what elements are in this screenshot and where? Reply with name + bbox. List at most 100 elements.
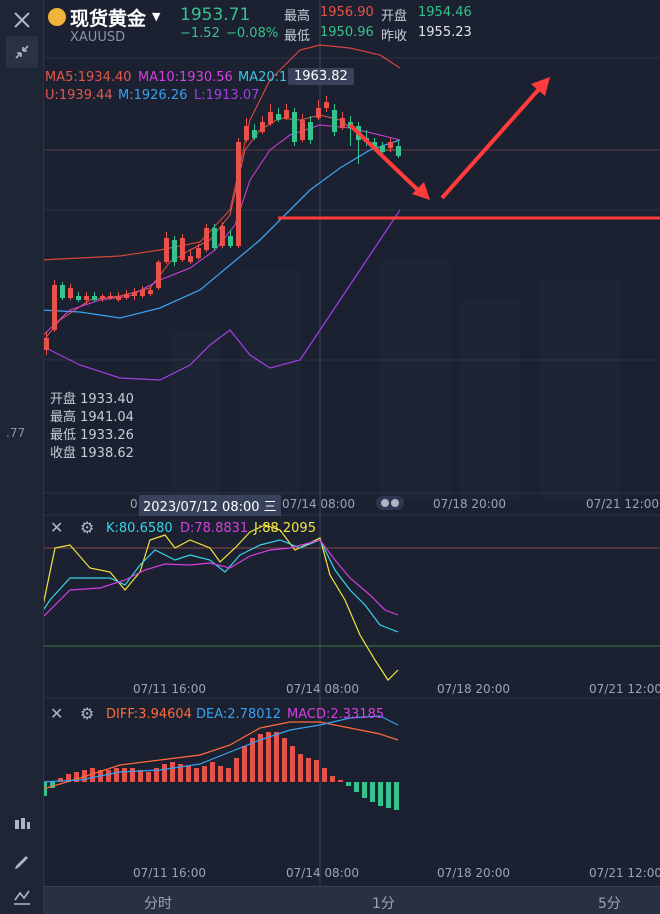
candle [172, 240, 177, 262]
macd-bar [74, 772, 79, 782]
time-cursor-label: 2023/07/12 08:00 三 [139, 495, 281, 516]
price-change: −1.52 [180, 26, 220, 41]
pencil-icon[interactable] [6, 844, 38, 876]
close-icon[interactable] [6, 4, 38, 36]
prev-close-label: 昨收 [381, 29, 408, 44]
candle [60, 285, 65, 298]
candle [372, 142, 377, 148]
time-tick: 0 [130, 497, 138, 511]
candle [100, 296, 105, 298]
macd-bar [274, 732, 279, 782]
candle [292, 112, 297, 142]
macd-bar [242, 746, 247, 782]
low-value: 1950.96 [320, 25, 374, 40]
candle [380, 146, 385, 152]
candle [340, 118, 345, 128]
candle [220, 226, 225, 246]
macd-bar [194, 768, 199, 782]
price-change-pct: −0.08% [226, 26, 279, 41]
macd-bar [106, 770, 111, 782]
candle [164, 238, 169, 262]
macd-bar [58, 778, 63, 782]
high-label: 最高 [284, 9, 311, 24]
macd-bar [314, 760, 319, 782]
left-toolbar [0, 0, 44, 914]
macd-bar [226, 768, 231, 782]
close-icon[interactable]: ✕ [50, 704, 64, 723]
macd-bar [234, 758, 239, 782]
candle [268, 112, 273, 124]
candle [300, 120, 305, 140]
candle [276, 114, 281, 120]
macd-bar [218, 766, 223, 782]
macd-bar [394, 782, 399, 810]
tab-1min[interactable]: 1分 [372, 896, 395, 912]
candle [332, 110, 337, 132]
scroll-handle[interactable] [376, 496, 404, 510]
time-tick: 07/14 08:00 [286, 682, 359, 696]
line-chart-icon[interactable] [6, 880, 38, 912]
candle [204, 228, 209, 250]
macd-bar [330, 776, 335, 782]
close-icon[interactable]: ✕ [50, 518, 64, 537]
time-tick: 07/11 16:00 [133, 682, 206, 696]
macd-bar [50, 782, 55, 788]
time-tick: 07/21 12:00 [589, 866, 660, 880]
macd-bar [370, 782, 375, 802]
candle [180, 238, 185, 260]
tab-5min[interactable]: 5分 [598, 896, 621, 912]
macd-bar [346, 782, 351, 786]
open-value: 1954.46 [418, 5, 472, 20]
candle [84, 296, 89, 300]
macd-bar [386, 782, 391, 808]
candle [44, 338, 49, 350]
macd-bar [130, 768, 135, 782]
tab-timeshare[interactable]: 分时 [144, 896, 172, 912]
candle [140, 290, 145, 296]
candlestick-icon[interactable] [6, 808, 38, 840]
candle [132, 292, 137, 296]
candle [116, 296, 121, 300]
macd-bar [114, 768, 119, 782]
candle [244, 126, 249, 140]
chevron-down-icon[interactable]: ▼ [152, 10, 161, 23]
low-label: 最低 [284, 29, 311, 44]
candle [236, 142, 241, 246]
candle [68, 288, 73, 298]
settings-icon[interactable]: ⚙ [80, 704, 95, 723]
macd-value: MACD:2.33185 [287, 707, 385, 722]
macd-bar [122, 768, 127, 782]
time-tick: 07/14 08:00 [286, 866, 359, 880]
macd-bar [138, 770, 143, 782]
kdj-k-value: K:80.6580 [106, 521, 173, 536]
time-tick: 07/21 12:00 [589, 682, 660, 696]
instrument-title[interactable]: 现货黄金 [70, 8, 147, 30]
macd-bar [178, 764, 183, 782]
boll-mid-value: M:1926.26 [118, 88, 188, 103]
macd-bar [250, 738, 255, 782]
collapse-icon[interactable] [6, 36, 38, 68]
candle [388, 142, 393, 148]
gold-logo-icon [48, 8, 66, 26]
macd-bar [290, 746, 295, 782]
time-tick: 07/14 08:00 [282, 497, 355, 511]
instrument-symbol: XAUUSD [70, 30, 126, 45]
macd-diff-value: DIFF:3.94604 [106, 707, 192, 722]
macd-bar [170, 762, 175, 782]
ma10-value: MA10:1930.56 [138, 70, 233, 85]
macd-bar [146, 772, 151, 782]
macd-bar [258, 734, 263, 782]
candle [396, 146, 401, 156]
candle [316, 108, 321, 118]
candle [196, 248, 201, 258]
ohlc-close: 收盘 1938.62 [50, 446, 134, 461]
candle [52, 285, 57, 330]
open-label: 开盘 [381, 9, 408, 24]
candle [148, 290, 153, 294]
period-tab-bar: 分时 1分 5分 [44, 886, 660, 914]
ohlc-high: 最高 1941.04 [50, 410, 134, 425]
time-tick: 07/18 20:00 [437, 866, 510, 880]
settings-icon[interactable]: ⚙ [80, 518, 95, 537]
time-tick: 07/18 20:00 [437, 682, 510, 696]
